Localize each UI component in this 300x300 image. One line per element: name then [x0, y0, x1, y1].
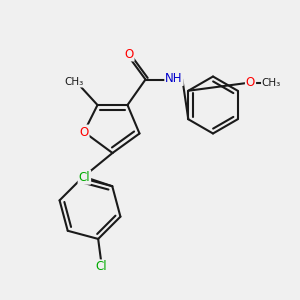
Text: Cl: Cl	[95, 260, 107, 273]
Text: O: O	[80, 125, 88, 139]
Text: NH: NH	[165, 72, 183, 85]
Text: CH₃: CH₃	[262, 77, 281, 88]
Text: Cl: Cl	[79, 171, 90, 184]
Text: O: O	[124, 47, 134, 61]
Text: O: O	[246, 76, 255, 89]
Text: CH₃: CH₃	[65, 76, 84, 87]
